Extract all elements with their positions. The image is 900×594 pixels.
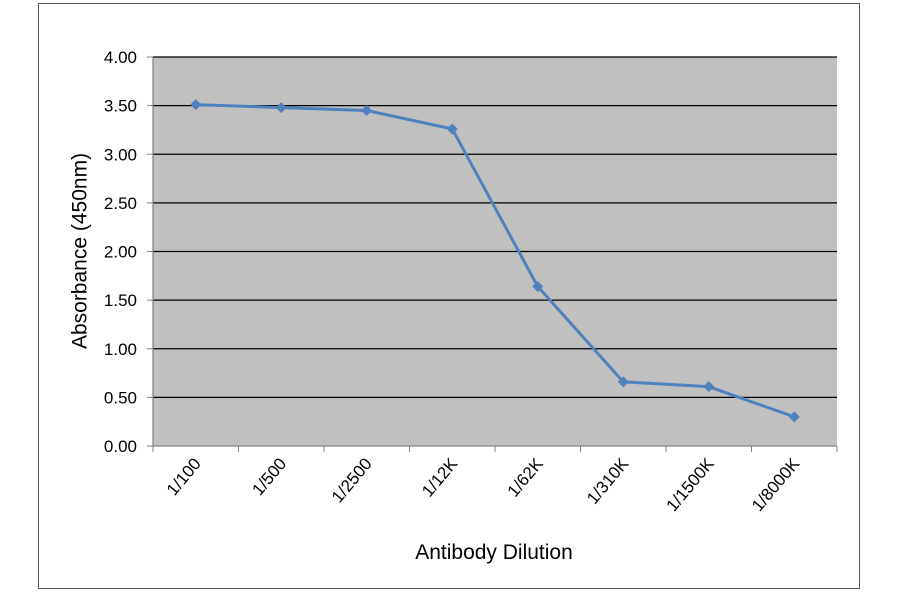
data-point-marker [788, 411, 800, 423]
data-point-marker [275, 102, 287, 114]
data-point-marker [446, 123, 458, 135]
gridlines [147, 56, 837, 447]
x-tick-label: 1/1500K [663, 454, 719, 515]
x-tick-label: 1/2500 [328, 454, 376, 506]
x-tick-labels: 1/100 1/500 1/2500 1/12K 1/62K 1/310K 1/1500K 1… [163, 454, 804, 515]
y-tick-label: 2.50 [104, 194, 137, 213]
data-point-marker [532, 281, 544, 293]
y-tick-label: 4.00 [104, 48, 137, 67]
x-tick-label: 1/62K [504, 454, 548, 501]
y-tick-label: 0.50 [104, 388, 137, 407]
y-axis-title: Absorbance (450nm) [69, 153, 92, 349]
x-tick-label: 1/310K [583, 454, 633, 508]
y-tick-label: 0.00 [104, 437, 137, 456]
x-tick-label: 1/500 [248, 454, 290, 499]
y-tick-labels: 0.00 0.50 1.00 1.50 2.00 2.50 3.00 3.50 4.00 [104, 48, 137, 456]
axes [152, 57, 838, 452]
x-axis-title: Antibody Dilution [415, 541, 573, 564]
y-tick-label: 1.50 [104, 291, 137, 310]
series-line [195, 103, 795, 419]
x-tick-label: 1/8000K [748, 454, 804, 515]
x-tick-label: 1/12K [418, 454, 462, 501]
y-tick-label: 3.00 [104, 145, 137, 164]
data-point-marker [361, 104, 373, 116]
data-point-marker [703, 381, 715, 393]
x-tick-label: 1/100 [163, 454, 205, 499]
y-tick-label: 3.50 [104, 97, 137, 116]
series-group [190, 99, 800, 423]
y-tick-label: 1.00 [104, 340, 137, 359]
data-point-marker [617, 376, 629, 388]
y-tick-label: 2.00 [104, 243, 137, 262]
data-point-marker [190, 99, 202, 111]
